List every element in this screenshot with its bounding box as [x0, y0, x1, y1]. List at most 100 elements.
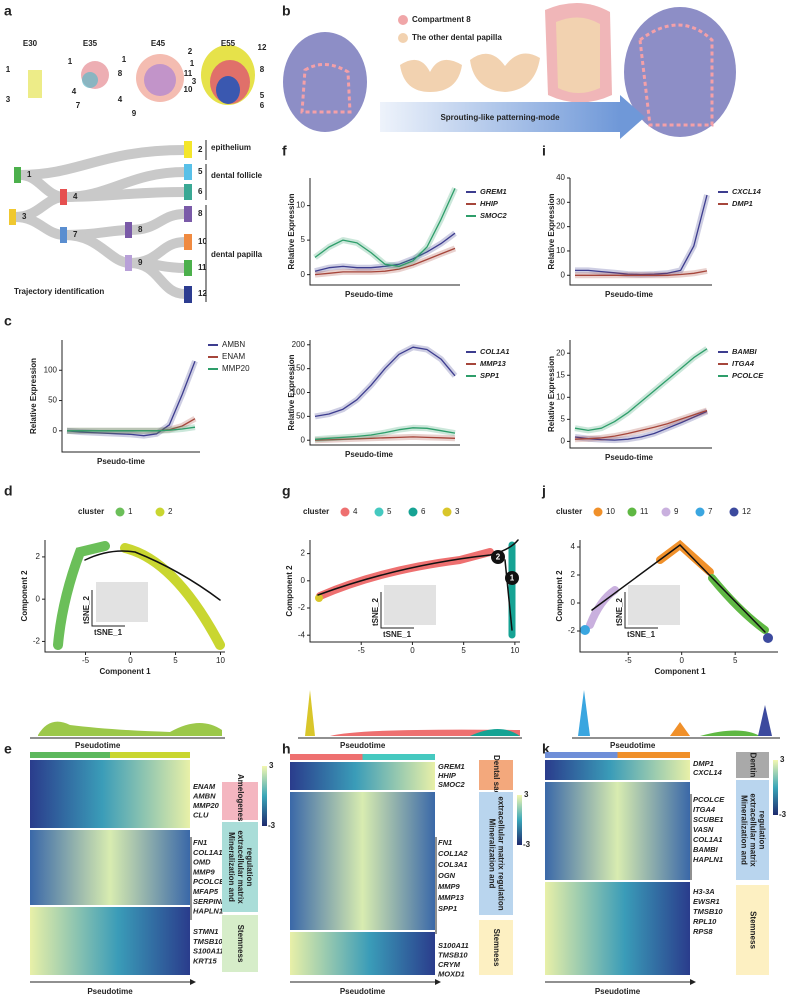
gene-label: BAMBI [693, 845, 718, 854]
x-tick-label: -5 [625, 656, 633, 665]
legend-text: 3 [455, 507, 460, 516]
series-line [66, 360, 196, 437]
stage-label: E55 [221, 39, 236, 48]
node-label: 9 [138, 258, 143, 267]
legend-dot [661, 507, 671, 517]
legend-text: 12 [742, 507, 751, 516]
tissue-maps [28, 45, 255, 105]
gene-label: PCOLCE [193, 877, 225, 886]
y-tick-label: 15 [556, 370, 565, 379]
gene-label: COL1A2 [438, 849, 468, 858]
gene-label: SCUBE1 [693, 815, 723, 824]
x-tick-label: 5 [461, 646, 466, 655]
x-axis-label: Pseudo-time [345, 290, 394, 299]
legend-text: 1 [128, 507, 133, 516]
x-axis-label: Pseudotime [340, 987, 386, 996]
gene-label: MMP9 [438, 882, 460, 891]
series-line [314, 436, 456, 441]
gene-label: STMN1 [193, 927, 218, 936]
y-tick-label: 200 [292, 340, 306, 349]
x-axis-label: Component 1 [654, 667, 706, 676]
region-number: 4 [72, 87, 77, 96]
gene-label: TMSB10 [193, 937, 223, 946]
gene-label: COL1A1 [193, 848, 223, 857]
gene-label: RPS8 [693, 927, 713, 936]
gene-label: MMP20 [193, 801, 220, 810]
gene-label: MMP9 [193, 867, 215, 876]
legend-text: BAMBI [732, 347, 757, 356]
x-tick-label: 0 [128, 656, 133, 665]
top-bar [545, 752, 618, 758]
heatmap-block [545, 782, 690, 880]
density-curves [38, 690, 772, 736]
y-axis-label: Relative Expression [287, 354, 296, 430]
trajectory-nodes [9, 141, 192, 303]
series-line [575, 194, 708, 276]
scale-label: -3 [523, 840, 531, 849]
branch-point [505, 571, 519, 585]
heatmap-block [290, 792, 435, 930]
category-label: Mineralization and [739, 795, 748, 865]
node-label: 6 [198, 187, 203, 196]
legend-text: 9 [674, 507, 679, 516]
panel-label: h [282, 741, 291, 757]
x-tick-label: 10 [216, 656, 225, 665]
y-tick-label: -2 [33, 637, 41, 646]
panel-label: e [4, 741, 12, 757]
region-number: 1 [122, 55, 127, 64]
density-label: Pseudotime [610, 741, 656, 750]
series-line [574, 409, 708, 440]
y-tick-label: 0 [301, 576, 306, 585]
inset-x-label: tSNE_1 [94, 628, 123, 637]
axes [30, 540, 780, 739]
legend-text: 11 [640, 507, 649, 516]
region-number: 3 [6, 95, 11, 104]
gene-label: EWSR1 [693, 897, 720, 906]
y-axis-label: Relative Expression [29, 358, 38, 434]
series-line [575, 270, 708, 276]
y-tick-label: 10 [296, 201, 305, 210]
legend-dot [442, 507, 452, 517]
series-line [67, 426, 196, 432]
legend-dot [155, 507, 165, 517]
category-label: Stemness [748, 911, 757, 949]
legend-text: CXCL14 [732, 187, 762, 196]
x-axis-label: Component 1 [99, 667, 151, 676]
gene-label: COL3A1 [438, 860, 468, 869]
category-label: extracellular matrix [236, 830, 245, 904]
category-box [736, 885, 769, 975]
top-bar [617, 752, 690, 758]
y-tick-label: 30 [556, 197, 565, 206]
legend-dot [695, 507, 705, 517]
gene-label: ITGA4 [693, 805, 716, 814]
x-arrow-head [190, 979, 196, 985]
caption: Trajectory identification [14, 287, 104, 296]
heatmap-block [290, 932, 435, 975]
region-number: 7 [76, 101, 81, 110]
gene-label: GREM1 [438, 762, 465, 771]
series-band [66, 360, 198, 439]
color-scale [517, 795, 522, 845]
y-tick-label: 0 [571, 598, 576, 607]
branch-label: 2 [496, 553, 501, 562]
gene-label: OGN [438, 871, 456, 880]
gene-label: CLU [193, 810, 209, 819]
y-axis-label: Relative Expression [287, 193, 296, 269]
branch-label: 1 [510, 574, 515, 583]
region-number: 1 [68, 57, 73, 66]
series-line [314, 247, 456, 276]
y-tick-label: 0 [53, 426, 58, 435]
category-label: regulation [757, 811, 766, 850]
gene-label: SPP1 [438, 904, 457, 913]
x-axis-label: Pseudo-time [345, 450, 394, 459]
gene-label: MFAP5 [193, 887, 219, 896]
panel-label: i [542, 143, 546, 159]
gene-label: DMP1 [693, 759, 714, 768]
node-label: 5 [198, 167, 203, 176]
tooth-images [283, 2, 736, 139]
y-tick-label: -2 [298, 603, 306, 612]
y-axis-label: Component 2 [285, 565, 294, 617]
region-number: 8 [118, 69, 123, 78]
top-bar [290, 754, 363, 760]
